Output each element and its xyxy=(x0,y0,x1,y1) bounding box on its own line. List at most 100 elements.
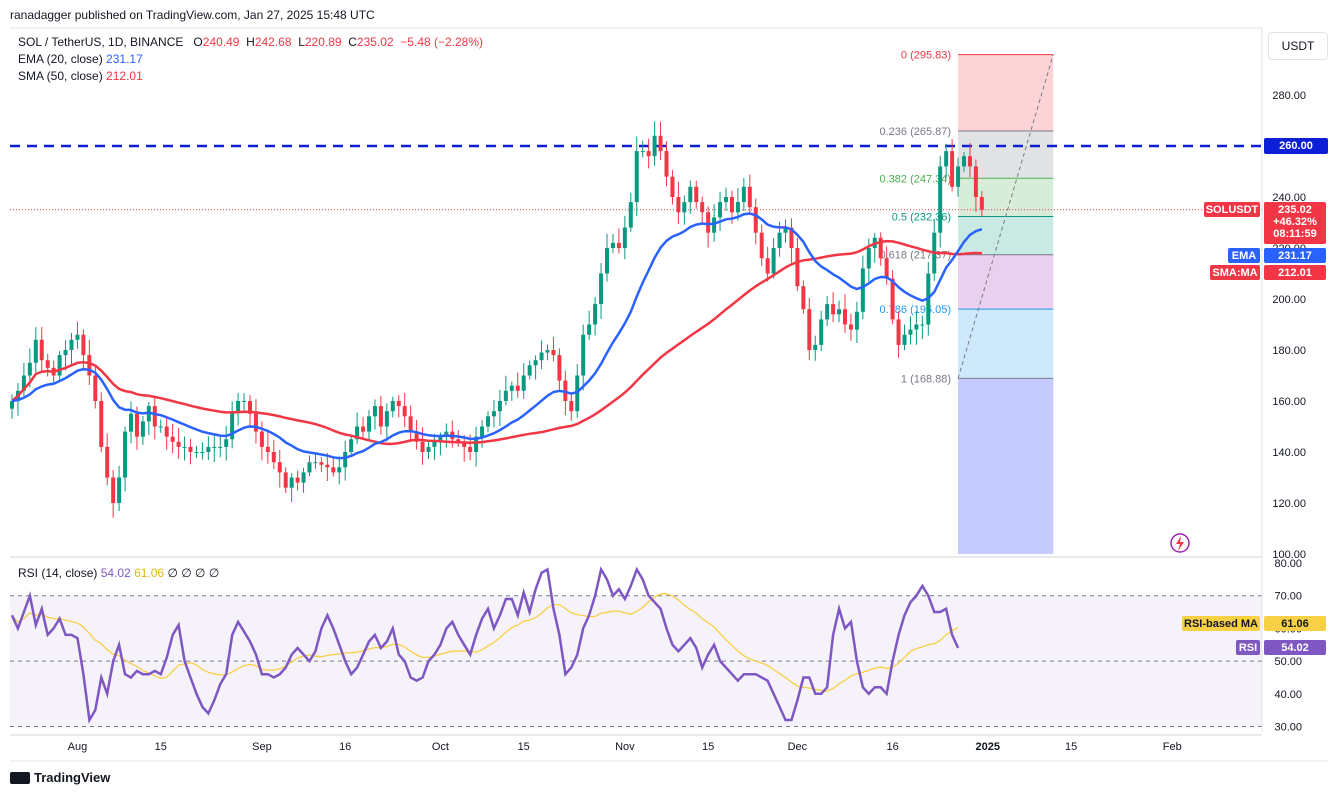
candle-body xyxy=(914,324,919,330)
candle-body xyxy=(950,151,955,187)
ohlc-row: SOL / TetherUS, 1D, BINANCE O240.49 H242… xyxy=(18,35,483,49)
ema-tag-badge-text: EMA xyxy=(1232,250,1257,262)
candle-body xyxy=(765,258,770,274)
fib-level-label: 0 (295.83) xyxy=(901,50,951,62)
fib-level-label: 0.5 (232.36) xyxy=(892,211,951,223)
candle-body xyxy=(87,355,92,376)
candle-body xyxy=(158,426,163,428)
candle-body xyxy=(212,446,217,448)
open-value: 240.49 xyxy=(202,35,240,49)
time-tick-label: Oct xyxy=(432,741,449,753)
price-badge-bg xyxy=(1264,202,1326,244)
candle-body xyxy=(497,401,502,412)
candle-body xyxy=(605,248,609,274)
candle-body xyxy=(920,324,925,326)
price-tick-label: 200.00 xyxy=(1272,294,1306,306)
time-tick-label: Dec xyxy=(788,741,808,753)
candle-body xyxy=(610,242,615,248)
sma-tag-badge: SMA:MA xyxy=(1210,265,1260,280)
sma-value-badge: 212.01 xyxy=(1264,265,1326,280)
candle-body xyxy=(355,426,360,440)
price-tick-label: 140.00 xyxy=(1272,447,1306,459)
candle-body xyxy=(337,467,342,473)
candle-body xyxy=(242,401,247,402)
candle-body xyxy=(253,413,258,432)
lightning-icon-bolt xyxy=(1176,536,1184,551)
candle-body xyxy=(123,431,128,478)
candle-body xyxy=(682,202,687,213)
symbol-label: SOL / TetherUS, 1D, BINANCE xyxy=(18,35,184,49)
candle-body xyxy=(486,416,490,427)
ema-legend-label: EMA (20, close) xyxy=(18,52,103,66)
candle-body xyxy=(896,319,901,345)
rsi-ma-legend-value: 61.06 xyxy=(134,566,165,580)
candle-body xyxy=(973,166,978,197)
candle-body xyxy=(325,464,330,468)
candle-body xyxy=(747,186,752,208)
close-label: C xyxy=(348,35,357,49)
candle-body xyxy=(277,462,282,473)
candle-body xyxy=(837,309,842,315)
candles xyxy=(10,121,984,518)
rsi-tick-label: 80.00 xyxy=(1274,558,1302,570)
candle-body xyxy=(956,166,961,187)
candle-body xyxy=(307,462,312,473)
candle-body xyxy=(230,411,235,440)
candle-body xyxy=(676,197,681,213)
candle-body xyxy=(63,350,68,356)
candle-body xyxy=(533,360,538,366)
candle-body xyxy=(129,413,133,432)
candle-body xyxy=(795,248,800,287)
candle-body xyxy=(319,462,324,465)
candle-body xyxy=(188,446,193,452)
tradingview-mark-icon xyxy=(10,771,30,784)
brand-label: TradingView xyxy=(34,770,111,785)
rsi-legend[interactable]: RSI (14, close) 54.02 61.06 ∅ ∅ ∅ ∅ xyxy=(18,566,219,580)
rsi-tick-label: 70.00 xyxy=(1274,591,1302,603)
candle-body xyxy=(349,439,354,452)
candle-body xyxy=(813,344,818,350)
candle-body xyxy=(39,339,44,361)
candle-body xyxy=(432,441,437,447)
currency-button[interactable]: USDT xyxy=(1268,32,1328,60)
sma-tag-badge-text: SMA:MA xyxy=(1212,267,1257,279)
publish-note: ranadagger published on TradingView.com,… xyxy=(10,8,375,22)
candle-body xyxy=(712,217,717,233)
fib-zone xyxy=(958,254,1054,310)
time-tick-label: Aug xyxy=(68,741,88,753)
rsi-tick-label: 30.00 xyxy=(1274,722,1302,734)
candle-body xyxy=(164,426,169,437)
candle-body xyxy=(771,248,776,274)
candle-body xyxy=(819,319,824,345)
sma-50-line xyxy=(11,239,982,446)
candle-body xyxy=(218,446,223,448)
rsi-legend-label: RSI (14, close) xyxy=(18,566,98,580)
candle-body xyxy=(652,135,657,157)
candle-body xyxy=(944,151,949,167)
sma-legend[interactable]: SMA (50, close) 212.01 xyxy=(18,69,143,83)
candle-body xyxy=(860,268,865,312)
sma-tag-badge-bg xyxy=(1210,265,1260,280)
candle-body xyxy=(593,304,598,325)
candle-body xyxy=(372,406,377,417)
rsi-ma-tag-badge-bg xyxy=(1182,616,1260,631)
rsi-tag-badge: RSI xyxy=(1236,640,1260,655)
candle-body xyxy=(491,411,496,417)
candle-body xyxy=(938,166,943,233)
resistance-line-260[interactable] xyxy=(10,144,1262,211)
moving-averages xyxy=(11,212,983,460)
fib-zone xyxy=(958,216,1054,255)
candle-body xyxy=(93,375,98,401)
lightning-icon xyxy=(1170,533,1190,553)
candle-body xyxy=(783,227,788,233)
low-label: L xyxy=(298,35,305,49)
candle-body xyxy=(99,401,104,447)
candle-body xyxy=(789,227,794,248)
candle-body xyxy=(503,390,508,401)
tradingview-logo[interactable]: TradingView xyxy=(10,770,110,785)
candle-body xyxy=(69,339,74,350)
ema-legend[interactable]: EMA (20, close) 231.17 xyxy=(18,52,143,66)
fibonacci-retracement[interactable]: 0 (295.83) 0.236 (265.87) 0.382 (247.34) 0.… xyxy=(879,50,1054,554)
sma-legend-label: SMA (50, close) xyxy=(18,69,103,83)
